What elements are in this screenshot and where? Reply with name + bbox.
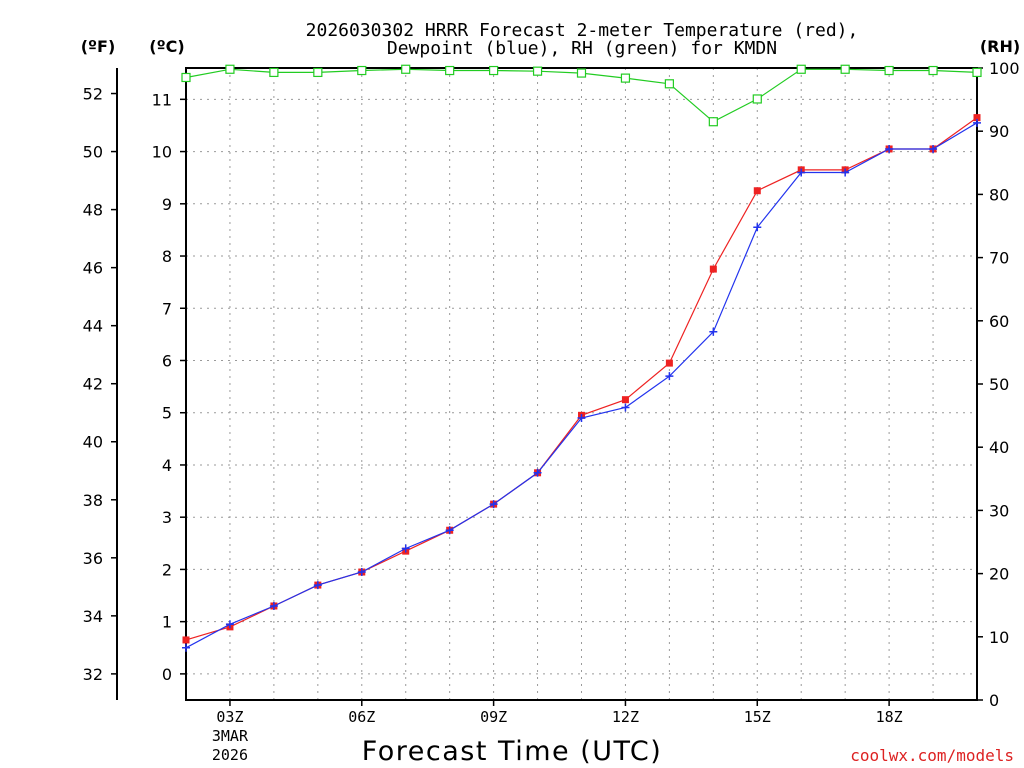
rh-point	[532, 66, 543, 76]
dewpoint-point	[269, 601, 278, 610]
celsius-tick-label: 4	[162, 456, 172, 475]
celsius-tick-label: 0	[162, 665, 172, 684]
celsius-tick-label: 7	[162, 299, 172, 318]
rh-point	[313, 67, 323, 78]
dewpoint-point	[665, 372, 674, 381]
dewpoint-point	[445, 526, 454, 535]
rh-tick-label: 100	[989, 59, 1020, 78]
celsius-tick-label: 8	[162, 247, 172, 266]
series	[181, 64, 982, 652]
dewpoint-point	[753, 223, 762, 232]
rh-tick-label: 50	[989, 375, 1009, 394]
celsius-tick-label: 5	[162, 404, 172, 423]
x-tick-label: 09Z	[480, 708, 507, 726]
rh-point	[576, 68, 587, 78]
rh-point	[401, 64, 411, 74]
fahrenheit-tick-label: 44	[83, 317, 103, 336]
fahrenheit-tick-label: 48	[83, 201, 103, 220]
rh-tick-label: 0	[989, 691, 999, 710]
fahrenheit-tick-label: 38	[83, 491, 103, 510]
credit-text: coolwx.com/models	[850, 746, 1014, 765]
x-tick-label: 12Z	[612, 708, 639, 726]
dewpoint-point	[797, 168, 806, 177]
rh-tick-label: 80	[989, 185, 1009, 204]
dewpoint-point	[841, 168, 850, 177]
rh-point	[445, 65, 455, 76]
celsius-tick-label: 1	[162, 613, 172, 632]
temperature-point	[182, 636, 190, 644]
rh-point	[928, 65, 938, 76]
rh-tick-label: 40	[989, 438, 1009, 457]
rh-tick-label: 90	[989, 122, 1009, 141]
celsius-unit-label: (ºC)	[149, 37, 184, 56]
chart-title-line-2: Dewpoint (blue), RH (green) for KMDN	[387, 38, 777, 59]
rh-point	[708, 117, 718, 127]
rh-unit-label: (RH)	[980, 37, 1020, 56]
temperature-point	[709, 265, 717, 273]
rh-tick-label: 30	[989, 501, 1009, 520]
fahrenheit-tick-label: 46	[83, 259, 103, 278]
dewpoint-point	[929, 144, 938, 153]
x-tick-label: 15Z	[744, 708, 771, 726]
fahrenheit-tick-label: 34	[83, 607, 103, 626]
rh-point	[620, 73, 631, 83]
temperature-point	[665, 359, 673, 367]
x-tick-label: 06Z	[348, 708, 375, 726]
x-tick-year: 2026	[212, 746, 248, 764]
rh-tick-label: 10	[989, 628, 1009, 647]
fahrenheit-tick-label: 50	[83, 143, 103, 162]
rh-point	[752, 94, 762, 104]
temperature-point	[621, 396, 629, 404]
x-tick-date: 3MAR	[212, 727, 249, 745]
rh-tick-label: 70	[989, 249, 1009, 268]
x-tick-label: 18Z	[876, 708, 903, 726]
dewpoint-point	[973, 118, 981, 127]
dewpoint-point	[885, 144, 894, 153]
rh-point	[181, 72, 191, 83]
temperature-point	[753, 187, 761, 195]
rh-point	[972, 67, 982, 78]
grid	[185, 68, 978, 700]
dewpoint-point	[533, 468, 542, 477]
rh-point	[796, 64, 806, 74]
rh-point	[664, 79, 674, 89]
celsius-tick-label: 6	[162, 351, 172, 370]
axes: 0123456789101132343638404244464850520102…	[83, 59, 1020, 764]
dewpoint-point	[489, 500, 498, 509]
fahrenheit-tick-label: 52	[83, 85, 103, 104]
celsius-tick-label: 9	[162, 195, 172, 214]
celsius-tick-label: 2	[162, 560, 172, 579]
dewpoint-point	[709, 327, 718, 336]
fahrenheit-unit-label: (ºF)	[81, 37, 116, 56]
fahrenheit-tick-label: 36	[83, 549, 103, 568]
temperature-point	[973, 114, 981, 122]
fahrenheit-tick-label: 40	[83, 433, 103, 452]
x-axis-title: Forecast Time (UTC)	[362, 736, 663, 767]
x-tick-label: 03Z	[216, 708, 243, 726]
dewpoint-point	[313, 581, 322, 590]
dewpoint-point	[401, 544, 410, 553]
dewpoint-point	[225, 620, 234, 629]
dewpoint-point	[621, 403, 630, 412]
fahrenheit-tick-label: 32	[83, 665, 103, 684]
dewpoint-point	[357, 568, 366, 577]
fahrenheit-tick-label: 42	[83, 375, 103, 394]
chart-title-line-1: 2026030302 HRRR Forecast 2-meter Tempera…	[306, 20, 859, 41]
rh-point	[225, 64, 235, 74]
celsius-tick-label: 3	[162, 508, 172, 527]
celsius-tick-label: 11	[152, 90, 172, 109]
celsius-tick-label: 10	[152, 143, 172, 162]
rh-point	[269, 67, 279, 78]
rh-point	[357, 65, 367, 76]
rh-tick-label: 60	[989, 312, 1009, 331]
rh-tick-label: 20	[989, 565, 1009, 584]
rh-point	[840, 64, 850, 74]
rh-point	[489, 65, 499, 76]
dewpoint-point	[182, 643, 190, 652]
dewpoint-point	[577, 413, 586, 422]
rh-point	[884, 65, 894, 76]
